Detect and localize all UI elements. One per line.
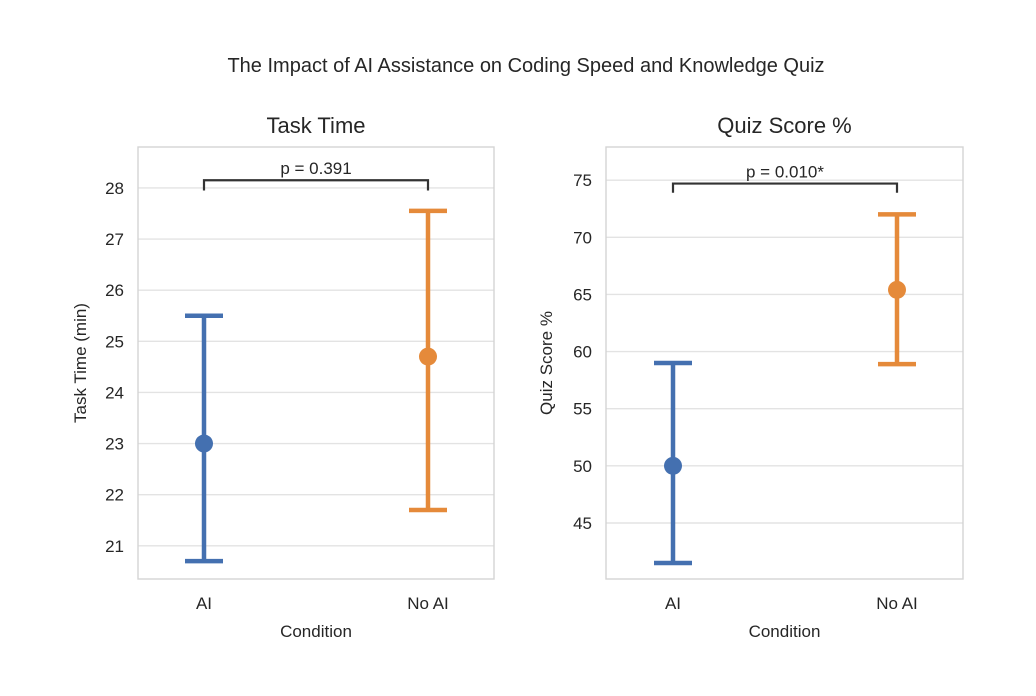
y-tick-label: 70 [573, 228, 592, 247]
panel-title: Task Time [266, 113, 365, 138]
x-axis-label: Condition [749, 622, 821, 641]
mean-point [419, 347, 437, 366]
quiz-score-panel: 45 50 55 60 65 70 75 AI No AI Quiz Score % Conditi… [537, 113, 964, 641]
y-tick-label: 55 [573, 400, 592, 419]
significance-bracket [671, 182, 899, 193]
plot-frame [605, 146, 964, 580]
mean-point [888, 280, 906, 299]
figure-suptitle: The Impact of AI Assistance on Coding Sp… [227, 55, 824, 77]
p-value-label: p = 0.010* [746, 163, 824, 182]
y-tick-label: 22 [105, 486, 124, 505]
x-tick-label: No AI [876, 594, 918, 613]
mean-point [664, 456, 682, 475]
x-tick-label: No AI [407, 594, 449, 613]
mean-point [195, 434, 213, 453]
y-tick-label: 26 [105, 281, 124, 300]
y-axis-label: Task Time (min) [71, 303, 90, 423]
y-tick-label: 21 [105, 537, 124, 556]
x-tick-label: AI [665, 594, 681, 613]
y-tick-label: 65 [573, 285, 592, 304]
task-time-panel: 21 22 23 24 25 26 27 28 AI No AI Task Time Conditio… [71, 113, 495, 641]
p-value-label: p = 0.391 [280, 159, 351, 178]
y-tick-label: 75 [573, 171, 592, 190]
y-tick-label: 27 [105, 230, 124, 249]
plot-area [138, 147, 494, 579]
y-tick-label: 28 [105, 179, 124, 198]
y-tick-label: 23 [105, 435, 124, 454]
y-tick-label: 50 [573, 457, 592, 476]
y-tick-label: 25 [105, 332, 124, 351]
plot-frame [137, 146, 495, 580]
y-tick-label: 45 [573, 514, 592, 533]
significance-bracket [202, 179, 430, 191]
x-tick-label: AI [196, 594, 212, 613]
x-axis-label: Condition [280, 622, 352, 641]
y-axis-label: Quiz Score % [537, 311, 556, 415]
y-tick-label: 60 [573, 343, 592, 362]
y-tick-label: 24 [105, 383, 124, 402]
panel-title: Quiz Score % [717, 113, 852, 138]
